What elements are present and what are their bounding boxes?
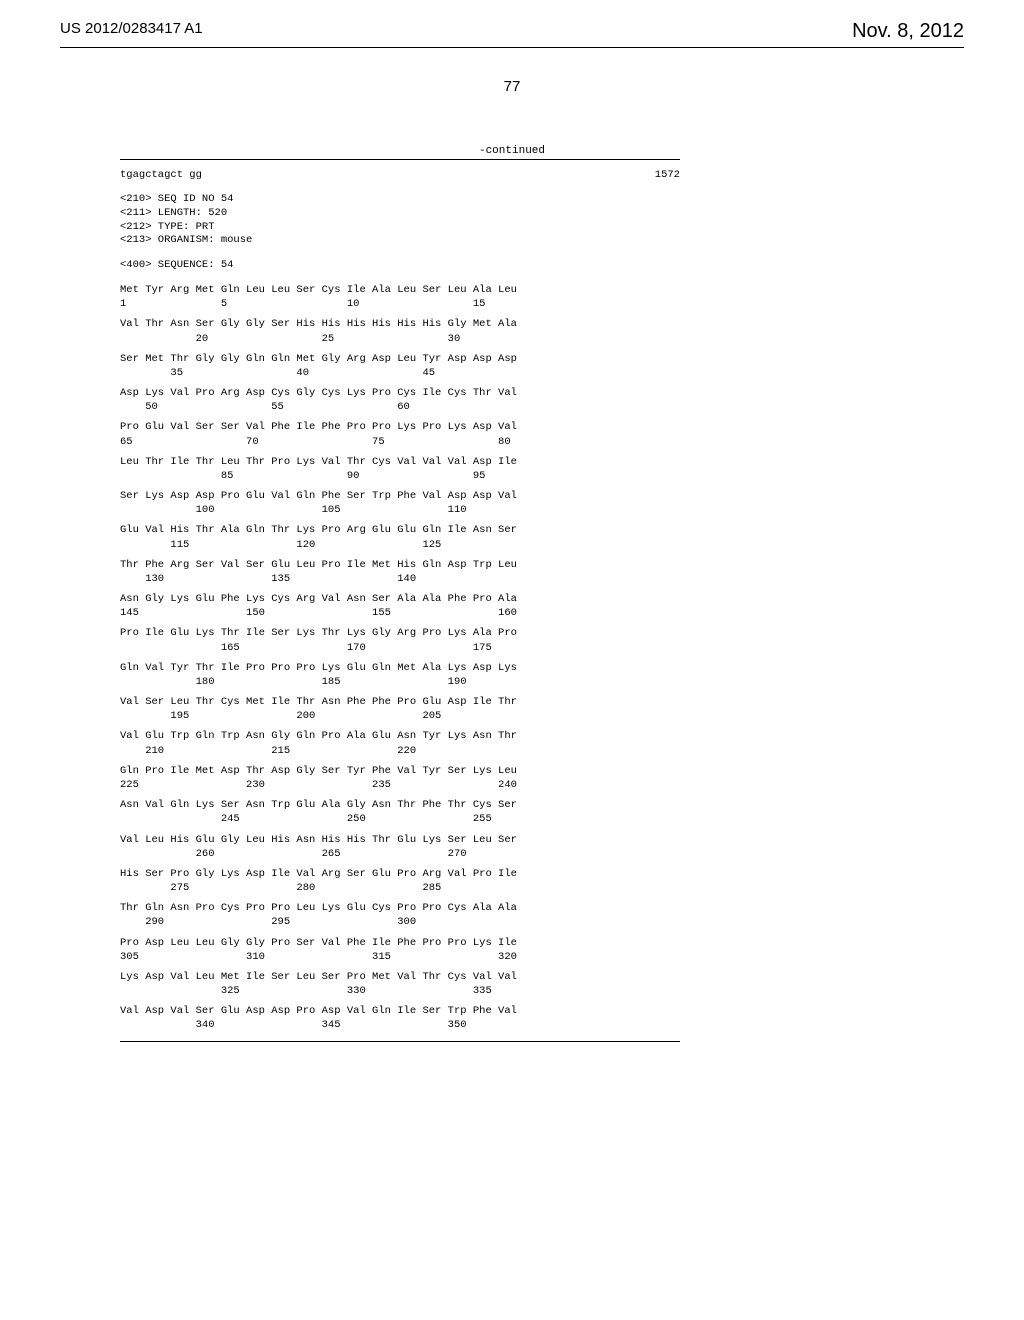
- position-number-line: 115 120 125: [120, 538, 680, 552]
- page-number: 77: [60, 78, 964, 95]
- sequence-metadata: <210> SEQ ID NO 54 <211> LENGTH: 520 <21…: [120, 193, 680, 248]
- protein-row: Val Ser Leu Thr Cys Met Ile Thr Asn Phe …: [120, 695, 680, 723]
- protein-row: Asp Lys Val Pro Arg Asp Cys Gly Cys Lys …: [120, 386, 680, 414]
- amino-acid-line: Pro Asp Leu Leu Gly Gly Pro Ser Val Phe …: [120, 936, 680, 950]
- seq-meta-213: <213> ORGANISM: mouse: [120, 234, 680, 248]
- sequence-400-header: <400> SEQUENCE: 54: [120, 258, 680, 273]
- protein-row: Asn Val Gln Lys Ser Asn Trp Glu Ala Gly …: [120, 798, 680, 826]
- protein-row: Val Glu Trp Gln Trp Asn Gly Gln Pro Ala …: [120, 729, 680, 757]
- protein-row: Pro Ile Glu Lys Thr Ile Ser Lys Thr Lys …: [120, 626, 680, 654]
- protein-row: Pro Asp Leu Leu Gly Gly Pro Ser Val Phe …: [120, 936, 680, 964]
- protein-row: Thr Phe Arg Ser Val Ser Glu Leu Pro Ile …: [120, 558, 680, 586]
- seq-400-line: <400> SEQUENCE: 54: [120, 258, 680, 273]
- amino-acid-line: Pro Ile Glu Lys Thr Ile Ser Lys Thr Lys …: [120, 626, 680, 640]
- dna-sequence: tgagctagct gg: [120, 168, 202, 183]
- position-number-line: 210 215 220: [120, 744, 680, 758]
- amino-acid-line: His Ser Pro Gly Lys Asp Ile Val Arg Ser …: [120, 867, 680, 881]
- dna-position: 1572: [655, 168, 680, 183]
- amino-acid-line: Val Leu His Glu Gly Leu His Asn His His …: [120, 833, 680, 847]
- seq-meta-210: <210> SEQ ID NO 54: [120, 193, 680, 207]
- position-number-line: 165 170 175: [120, 641, 680, 655]
- position-number-line: 85 90 95: [120, 469, 680, 483]
- protein-row: Leu Thr Ile Thr Leu Thr Pro Lys Val Thr …: [120, 455, 680, 483]
- amino-acid-line: Ser Lys Asp Asp Pro Glu Val Gln Phe Ser …: [120, 489, 680, 503]
- publication-date: Nov. 8, 2012: [852, 20, 964, 43]
- continued-label: -continued: [60, 145, 964, 157]
- position-number-line: 340 345 350: [120, 1018, 680, 1032]
- protein-row: Gln Pro Ile Met Asp Thr Asp Gly Ser Tyr …: [120, 764, 680, 792]
- position-number-line: 290 295 300: [120, 915, 680, 929]
- position-number-line: 305 310 315 320: [120, 950, 680, 964]
- protein-row: Val Leu His Glu Gly Leu His Asn His His …: [120, 833, 680, 861]
- position-number-line: 65 70 75 80: [120, 435, 680, 449]
- amino-acid-line: Met Tyr Arg Met Gln Leu Leu Ser Cys Ile …: [120, 283, 680, 297]
- protein-row: Lys Asp Val Leu Met Ile Ser Leu Ser Pro …: [120, 970, 680, 998]
- position-number-line: 145 150 155 160: [120, 606, 680, 620]
- amino-acid-line: Val Glu Trp Gln Trp Asn Gly Gln Pro Ala …: [120, 729, 680, 743]
- protein-row: Ser Met Thr Gly Gly Gln Gln Met Gly Arg …: [120, 352, 680, 380]
- sequence-listing: tgagctagct gg 1572 <210> SEQ ID NO 54 <2…: [120, 159, 680, 1042]
- position-number-line: 35 40 45: [120, 366, 680, 380]
- protein-row: His Ser Pro Gly Lys Asp Ile Val Arg Ser …: [120, 867, 680, 895]
- amino-acid-line: Asn Val Gln Lys Ser Asn Trp Glu Ala Gly …: [120, 798, 680, 812]
- amino-acid-line: Asp Lys Val Pro Arg Asp Cys Gly Cys Lys …: [120, 386, 680, 400]
- position-number-line: 180 185 190: [120, 675, 680, 689]
- page-header: US 2012/0283417 A1 Nov. 8, 2012: [60, 20, 964, 48]
- amino-acid-line: Asn Gly Lys Glu Phe Lys Cys Arg Val Asn …: [120, 592, 680, 606]
- amino-acid-line: Thr Phe Arg Ser Val Ser Glu Leu Pro Ile …: [120, 558, 680, 572]
- position-number-line: 130 135 140: [120, 572, 680, 586]
- protein-row: Gln Val Tyr Thr Ile Pro Pro Pro Lys Glu …: [120, 661, 680, 689]
- position-number-line: 195 200 205: [120, 709, 680, 723]
- amino-acid-line: Glu Val His Thr Ala Gln Thr Lys Pro Arg …: [120, 523, 680, 537]
- protein-sequence-container: Met Tyr Arg Met Gln Leu Leu Ser Cys Ile …: [120, 283, 680, 1033]
- position-number-line: 225 230 235 240: [120, 778, 680, 792]
- amino-acid-line: Gln Val Tyr Thr Ile Pro Pro Pro Lys Glu …: [120, 661, 680, 675]
- protein-row: Val Asp Val Ser Glu Asp Asp Pro Asp Val …: [120, 1004, 680, 1032]
- amino-acid-line: Thr Gln Asn Pro Cys Pro Pro Leu Lys Glu …: [120, 901, 680, 915]
- position-number-line: 1 5 10 15: [120, 297, 680, 311]
- protein-row: Met Tyr Arg Met Gln Leu Leu Ser Cys Ile …: [120, 283, 680, 311]
- position-number-line: 20 25 30: [120, 332, 680, 346]
- protein-row: Glu Val His Thr Ala Gln Thr Lys Pro Arg …: [120, 523, 680, 551]
- protein-row: Ser Lys Asp Asp Pro Glu Val Gln Phe Ser …: [120, 489, 680, 517]
- publication-number: US 2012/0283417 A1: [60, 20, 203, 37]
- amino-acid-line: Val Thr Asn Ser Gly Gly Ser His His His …: [120, 317, 680, 331]
- protein-row: Thr Gln Asn Pro Cys Pro Pro Leu Lys Glu …: [120, 901, 680, 929]
- amino-acid-line: Ser Met Thr Gly Gly Gln Gln Met Gly Arg …: [120, 352, 680, 366]
- amino-acid-line: Val Ser Leu Thr Cys Met Ile Thr Asn Phe …: [120, 695, 680, 709]
- position-number-line: 50 55 60: [120, 400, 680, 414]
- position-number-line: 275 280 285: [120, 881, 680, 895]
- position-number-line: 260 265 270: [120, 847, 680, 861]
- seq-meta-211: <211> LENGTH: 520: [120, 207, 680, 221]
- amino-acid-line: Pro Glu Val Ser Ser Val Phe Ile Phe Pro …: [120, 420, 680, 434]
- protein-row: Pro Glu Val Ser Ser Val Phe Ile Phe Pro …: [120, 420, 680, 448]
- amino-acid-line: Val Asp Val Ser Glu Asp Asp Pro Asp Val …: [120, 1004, 680, 1018]
- position-number-line: 245 250 255: [120, 812, 680, 826]
- protein-row: Val Thr Asn Ser Gly Gly Ser His His His …: [120, 317, 680, 345]
- amino-acid-line: Lys Asp Val Leu Met Ile Ser Leu Ser Pro …: [120, 970, 680, 984]
- dna-tail-row: tgagctagct gg 1572: [120, 168, 680, 183]
- amino-acid-line: Leu Thr Ile Thr Leu Thr Pro Lys Val Thr …: [120, 455, 680, 469]
- position-number-line: 325 330 335: [120, 984, 680, 998]
- amino-acid-line: Gln Pro Ile Met Asp Thr Asp Gly Ser Tyr …: [120, 764, 680, 778]
- protein-row: Asn Gly Lys Glu Phe Lys Cys Arg Val Asn …: [120, 592, 680, 620]
- seq-meta-212: <212> TYPE: PRT: [120, 221, 680, 235]
- position-number-line: 100 105 110: [120, 503, 680, 517]
